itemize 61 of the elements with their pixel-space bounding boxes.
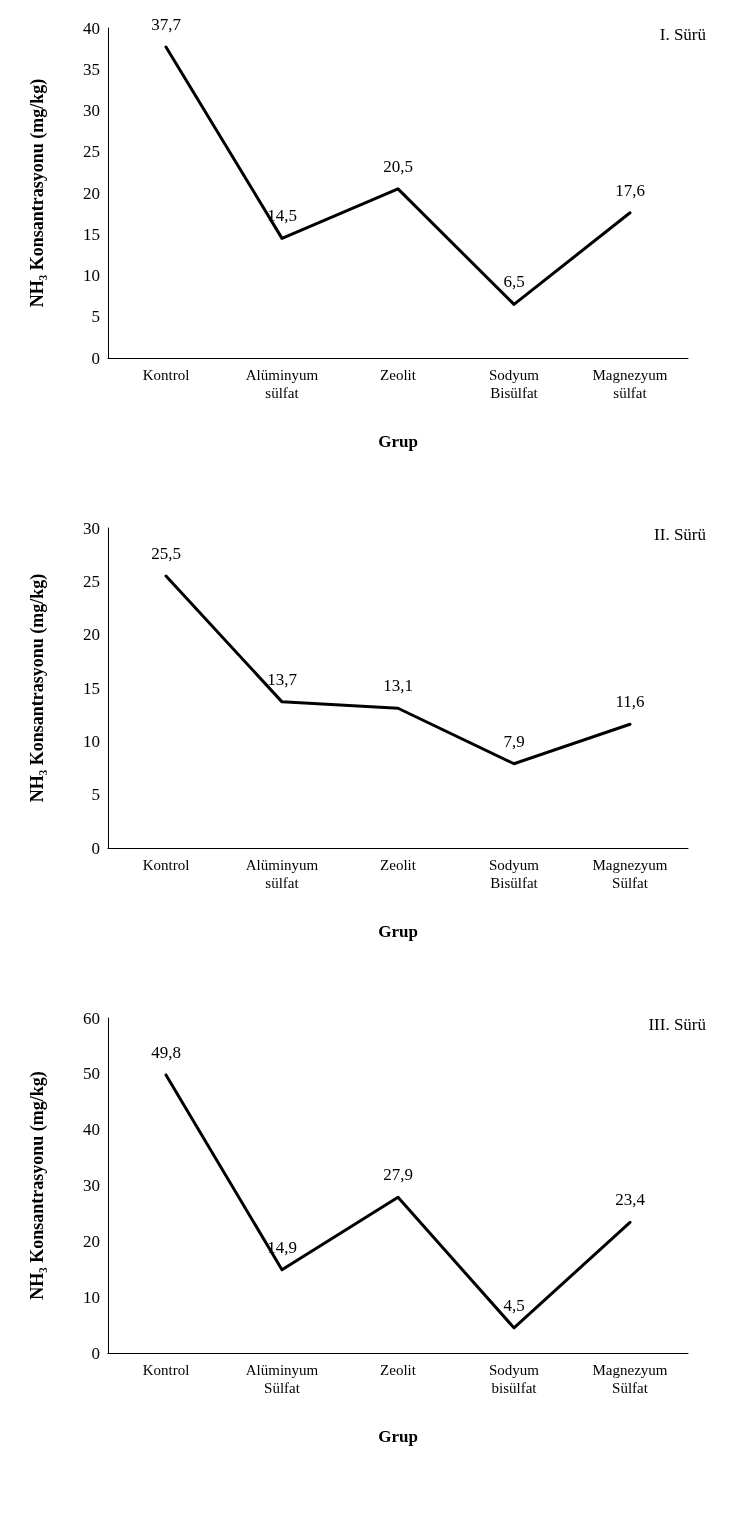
data-label: 37,7 (151, 14, 182, 34)
x-axis-title: Grup (378, 1427, 418, 1446)
x-tick-label: Kontrol (142, 1362, 190, 1378)
x-tick-label: Magnezyum Sülfat (592, 1362, 668, 1396)
y-tick-label: 10 (83, 1287, 100, 1307)
annotation: I. Sürü (659, 25, 707, 44)
x-tick-label: Alüminyum sülfat (245, 367, 319, 401)
x-tick-label: Sodyum bisülfat (488, 1362, 540, 1396)
x-tick-label: Alüminyum sülfat (245, 857, 319, 891)
data-label: 23,4 (615, 1190, 646, 1210)
data-label: 7,9 (503, 731, 525, 751)
y-axis-title: NH₃ Konsantrasyonu (mg/kg) (27, 573, 48, 803)
annotation: II. Sürü (654, 525, 707, 544)
y-tick-label: 20 (83, 1231, 100, 1251)
data-label: 13,7 (267, 669, 298, 689)
x-tick-label: Sodyum Bisülfat (488, 857, 540, 891)
y-tick-label: 30 (83, 518, 100, 538)
x-tick-label: Alüminyum Sülfat (245, 1362, 319, 1396)
y-tick-label: 30 (83, 1176, 100, 1195)
y-tick-label: 40 (83, 1120, 100, 1140)
data-label: 13,1 (383, 676, 413, 696)
data-label: 17,6 (615, 180, 645, 200)
y-tick-label: 0 (91, 348, 100, 368)
x-axis-title: Grup (378, 432, 418, 451)
y-tick-label: 10 (83, 266, 100, 285)
y-tick-label: 35 (83, 59, 100, 79)
y-tick-label: 25 (83, 571, 100, 591)
x-tick-label: Zeolit (380, 367, 417, 383)
x-tick-label: Kontrol (142, 857, 190, 873)
data-label: 11,6 (615, 692, 645, 712)
data-label: 4,5 (503, 1295, 525, 1315)
data-label: 25,5 (151, 544, 181, 563)
y-tick-label: 10 (83, 731, 100, 751)
y-tick-label: 40 (83, 18, 100, 38)
y-tick-label: 30 (83, 101, 100, 120)
x-tick-label: Magnezyum Sülfat (592, 857, 668, 891)
data-label: 6,5 (503, 272, 525, 292)
x-axis-title: Grup (378, 922, 418, 941)
annotation: III. Sürü (648, 1015, 707, 1034)
y-tick-label: 20 (83, 625, 100, 645)
y-tick-label: 15 (83, 678, 100, 698)
y-tick-label: 20 (83, 183, 100, 203)
y-tick-label: 50 (83, 1064, 100, 1084)
x-tick-label: Zeolit (380, 857, 417, 873)
y-tick-label: 5 (91, 307, 100, 327)
y-tick-label: 15 (83, 224, 100, 244)
x-tick-label: Sodyum Bisülfat (488, 367, 540, 401)
data-label: 49,8 (151, 1042, 181, 1062)
x-tick-label: Magnezyum sülfat (592, 367, 668, 401)
y-tick-label: 5 (91, 785, 100, 805)
y-tick-label: 0 (91, 1343, 100, 1363)
x-tick-label: Kontrol (142, 367, 190, 383)
data-label: 20,5 (383, 156, 413, 176)
y-tick-label: 0 (91, 838, 100, 858)
y-axis-title: NH₃ Konsantrasyonu (mg/kg) (27, 78, 48, 308)
data-label: 27,9 (383, 1165, 413, 1185)
data-label: 14,5 (267, 206, 297, 226)
y-tick-label: 60 (83, 1008, 100, 1028)
y-tick-label: 25 (83, 142, 100, 162)
y-axis-title: NH₃ Konsantrasyonu (mg/kg) (27, 1071, 48, 1300)
x-tick-label: Zeolit (380, 1362, 417, 1378)
